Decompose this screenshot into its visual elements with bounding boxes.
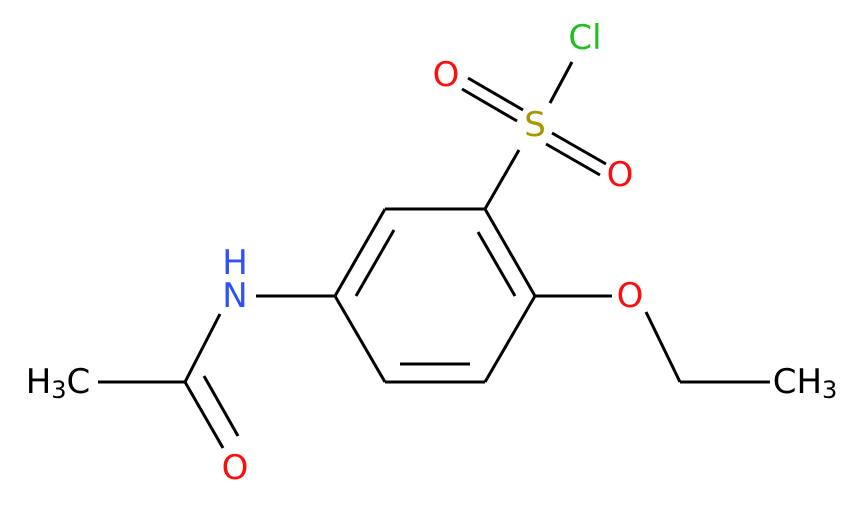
atom-text: CH — [773, 362, 822, 402]
atom-label: O — [617, 276, 644, 316]
atom-label: S — [524, 105, 546, 145]
atom-text: C — [67, 362, 91, 402]
atom-subscript: 3 — [822, 376, 837, 404]
atom-label: H — [222, 243, 248, 283]
atom-subscript: 3 — [51, 376, 66, 404]
bonds — [98, 61, 770, 449]
atom-text: H — [26, 362, 52, 402]
atom-label: O — [222, 448, 249, 488]
atom-label: H3C — [26, 362, 91, 404]
atom-label: N — [222, 276, 247, 316]
atom-label: Cl — [568, 18, 601, 58]
atom-label: CH3 — [773, 362, 838, 404]
atom-label: O — [433, 55, 460, 95]
atom-label: O — [607, 155, 634, 195]
